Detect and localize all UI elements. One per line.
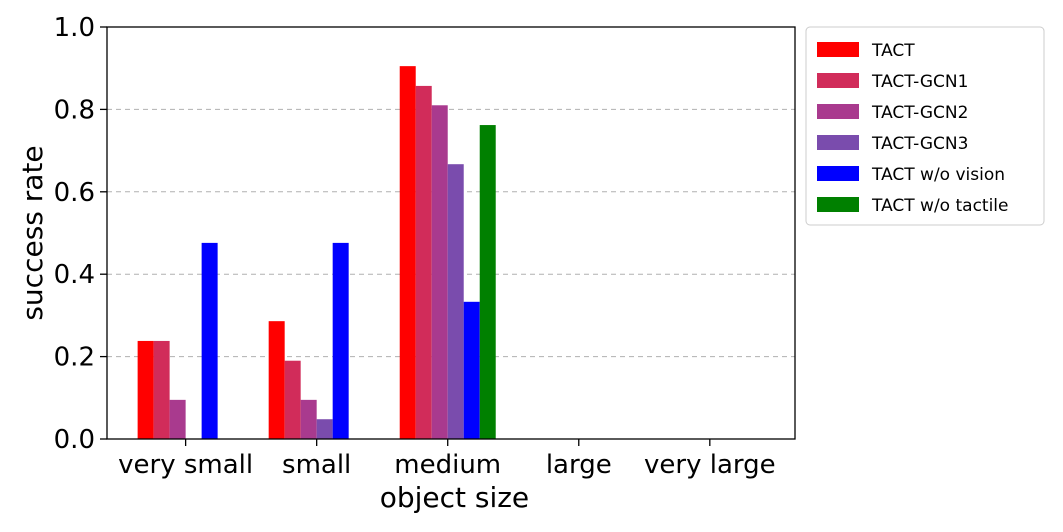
y-axis: 0.0 0.2 0.4 0.6 0.8 1.0	[54, 13, 107, 455]
y-tick-label: 0.8	[54, 95, 95, 125]
legend-label: TACT-GCN3	[871, 134, 968, 154]
x-tick-label: very small	[118, 450, 253, 480]
bar	[332, 242, 349, 439]
y-tick-label: 0.0	[54, 425, 95, 455]
bar	[431, 105, 448, 439]
bar	[399, 66, 416, 439]
legend-item: TACT-GCN1	[817, 72, 968, 92]
bar	[316, 419, 333, 439]
legend-item: TACT w/o tactile	[817, 196, 1009, 216]
bar	[447, 164, 464, 440]
x-axis-label: object size	[380, 481, 529, 514]
legend-label: TACT-GCN1	[871, 72, 968, 92]
legend-item: TACT w/o vision	[817, 165, 1005, 185]
y-tick-label: 0.6	[54, 178, 95, 208]
y-axis-label: success rate	[16, 145, 49, 320]
legend-swatch	[817, 135, 859, 150]
x-tick-label: large	[546, 450, 612, 480]
legend-swatch	[817, 197, 859, 212]
bar	[201, 242, 218, 439]
legend-label: TACT w/o tactile	[871, 196, 1009, 216]
bar	[268, 321, 285, 439]
legend-swatch	[817, 42, 859, 57]
bars	[137, 66, 496, 440]
bar	[463, 301, 480, 439]
legend-swatch	[817, 166, 859, 181]
legend: TACT TACT-GCN1 TACT-GCN2 TACT-GCN3 TACT w/o …	[805, 26, 1045, 226]
bar	[137, 340, 154, 439]
legend-swatch	[817, 104, 859, 119]
bar	[479, 125, 496, 439]
y-tick-label: 1.0	[54, 13, 95, 43]
x-tick-label: small	[282, 450, 351, 480]
bar	[153, 340, 170, 439]
legend-label: TACT w/o vision	[871, 165, 1005, 185]
x-tick-label: very large	[644, 450, 776, 480]
legend-label: TACT-GCN2	[871, 103, 968, 123]
x-axis: very small small medium large very large	[118, 439, 776, 480]
y-tick-label: 0.4	[54, 260, 95, 290]
legend-swatch	[817, 73, 859, 88]
x-tick-label: medium	[394, 450, 501, 480]
bar	[284, 360, 301, 439]
legend-label: TACT	[871, 41, 915, 61]
bar	[169, 399, 186, 439]
bar	[300, 399, 317, 439]
y-tick-label: 0.2	[54, 343, 95, 373]
plot-frame	[106, 26, 796, 440]
legend-item: TACT	[817, 41, 915, 61]
legend-box	[805, 26, 1045, 226]
legend-item: TACT-GCN2	[817, 103, 968, 123]
bar	[415, 85, 432, 439]
legend-item: TACT-GCN3	[817, 134, 968, 154]
